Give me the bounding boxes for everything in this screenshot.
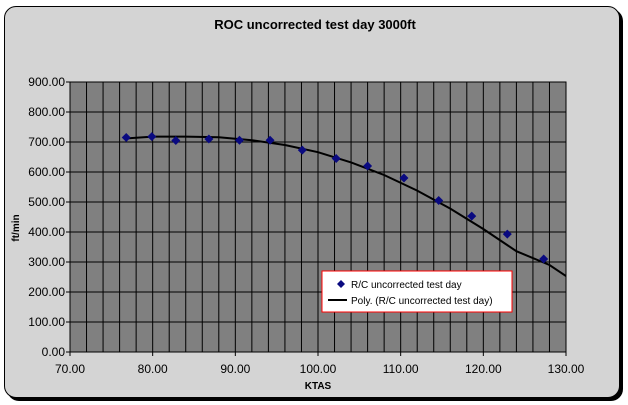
y-tick-label: 600.00 [28,165,65,179]
y-tick-label: 800.00 [28,105,65,119]
data-point [467,211,477,221]
x-tick-label: 100.00 [300,362,337,376]
data-point [171,136,181,145]
data-point [399,173,409,183]
marker-layer [121,132,549,264]
data-point [363,161,373,171]
y-tick-label: 200.00 [28,285,65,299]
data-point [434,196,444,205]
data-point [297,145,307,155]
x-axis-label: KTAS [305,381,332,392]
chart-title: ROC uncorrected test day 3000ft [214,17,416,32]
x-tick-label: 90.00 [220,362,250,376]
y-tick-label: 300.00 [28,255,65,269]
y-tick-label: 400.00 [28,225,65,239]
trendline-layer [126,135,567,277]
data-point [539,254,549,264]
data-point [265,135,275,145]
y-tick-label: 500.00 [28,195,65,209]
y-axis-label: ft/min [11,214,22,241]
data-point [204,134,214,144]
trendline [126,135,567,277]
legend: R/C uncorrected test day Poly. (R/C unco… [321,270,513,313]
data-point [331,154,341,163]
x-tick-label: 130.00 [548,362,585,376]
data-point [234,135,244,145]
x-tick-label: 110.00 [383,362,419,376]
y-tick-label: 100.00 [28,315,65,329]
data-point [147,132,157,142]
legend-box [321,270,513,313]
data-point [502,229,512,239]
y-tick-label: 900.00 [28,75,65,89]
legend-entry-trendline: Poly. (R/C uncorrected test day) [351,296,493,307]
x-tick-label: 120.00 [465,362,502,376]
x-tick-label: 80.00 [138,362,168,376]
y-tick-label: 0.00 [42,345,66,359]
legend-marker-icon [337,280,345,288]
legend-entry-markers: R/C uncorrected test day [351,280,462,291]
data-point [121,133,131,142]
x-tick-label: 70.00 [55,362,85,376]
axes: 70.00 80.00 90.00 100.00 110.00 120.00 130.00 0… [28,75,584,376]
y-tick-label: 700.00 [28,135,65,149]
